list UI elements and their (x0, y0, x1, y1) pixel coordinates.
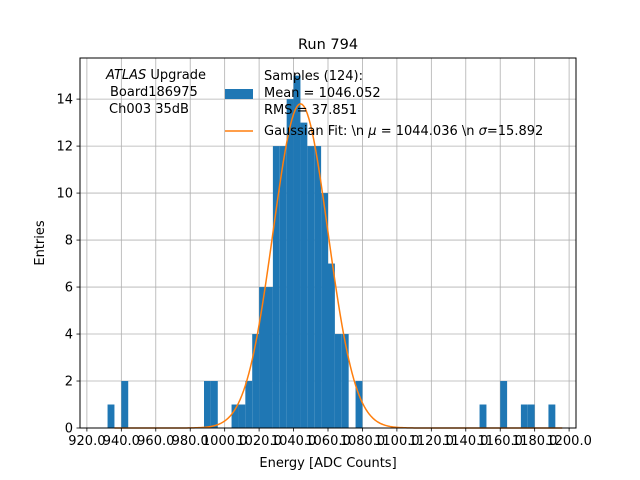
annotation-upgrade: Upgrade (146, 68, 206, 83)
y-tick-label: 8 (65, 234, 73, 249)
histogram-bar (259, 287, 266, 428)
chart-title: Run 794 (298, 37, 358, 53)
x-tick-label: 940.0 (103, 434, 140, 449)
histogram-bar (121, 381, 129, 428)
histogram-bar (334, 334, 342, 428)
x-tick-label: 1100.0 (374, 434, 420, 449)
x-tick-label: 1060.0 (305, 434, 351, 449)
svg-text:ATLAS Upgrade: ATLAS Upgrade (105, 68, 206, 83)
y-axis-label: Entries (33, 220, 48, 266)
histogram-bar (231, 404, 239, 428)
legend-hist-line-3: RMS = 37.851 (264, 103, 357, 118)
y-tick-label: 10 (56, 187, 73, 202)
x-tick-label: 1120.0 (409, 434, 455, 449)
histogram-bar (307, 146, 315, 428)
histogram-bar (300, 122, 308, 428)
x-tick-label: 1160.0 (477, 434, 523, 449)
x-tick-label: 1140.0 (443, 434, 489, 449)
legend-fit-label: Gaussian Fit: \n μ = 1044.036 \n σ=15.89… (264, 124, 543, 139)
x-tick-label: 1000.0 (202, 434, 248, 449)
annotation-channel: Ch003 35dB (109, 102, 189, 117)
x-tick-label: 1080.0 (340, 434, 386, 449)
histogram-bar (252, 334, 260, 428)
histogram-bar (527, 404, 535, 428)
histogram-bar (266, 287, 273, 428)
histogram-bar (245, 381, 253, 428)
legend: Samples (124): Mean = 1046.052 RMS = 37.… (225, 69, 543, 139)
histogram-bar (279, 146, 287, 428)
histogram-bars (107, 75, 556, 428)
x-tick-label: 1180.0 (512, 434, 558, 449)
x-axis-ticks: 920.0940.0960.0980.01000.01020.01040.010… (68, 428, 592, 449)
x-tick-label: 980.0 (172, 434, 209, 449)
atlas-annotation: ATLAS Upgrade Board186975 Ch003 35dB (105, 68, 206, 117)
legend-hist-swatch (225, 89, 253, 99)
y-tick-label: 4 (65, 328, 73, 343)
x-axis-label: Energy [ADC Counts] (259, 456, 396, 471)
histogram-bar (328, 263, 335, 428)
legend-hist-line-1: Samples (124): (264, 69, 363, 84)
histogram-bar (204, 381, 211, 428)
y-axis-ticks: 0 2 4 6 8 10 12 14 (56, 93, 80, 437)
histogram-bar (272, 146, 280, 428)
annotation-board: Board186975 (110, 85, 198, 100)
legend-hist-line-2: Mean = 1046.052 (264, 86, 381, 101)
x-tick-label: 920.0 (68, 434, 105, 449)
y-tick-label: 12 (56, 140, 73, 155)
histogram-bar (293, 75, 301, 428)
x-tick-label: 1040.0 (271, 434, 317, 449)
histogram-bar (286, 99, 294, 428)
y-tick-label: 2 (65, 375, 73, 390)
y-tick-label: 14 (56, 93, 73, 108)
histogram-bar (520, 404, 528, 428)
histogram-bar (238, 404, 246, 428)
x-tick-label: 1020.0 (236, 434, 282, 449)
histogram-bar (210, 381, 218, 428)
x-tick-label: 960.0 (137, 434, 174, 449)
histogram-bar (355, 381, 363, 428)
histogram-bar (321, 193, 328, 428)
histogram-bar (107, 404, 115, 428)
y-tick-label: 6 (65, 281, 73, 296)
histogram-bar (479, 404, 487, 428)
x-tick-label: 1200.0 (546, 434, 592, 449)
histogram-bar (500, 381, 508, 428)
y-tick-label: 0 (65, 422, 73, 437)
histogram-bar (314, 146, 322, 428)
histogram-bar (548, 404, 556, 428)
histogram-bar (341, 334, 349, 428)
annotation-atlas: ATLAS (105, 68, 146, 83)
